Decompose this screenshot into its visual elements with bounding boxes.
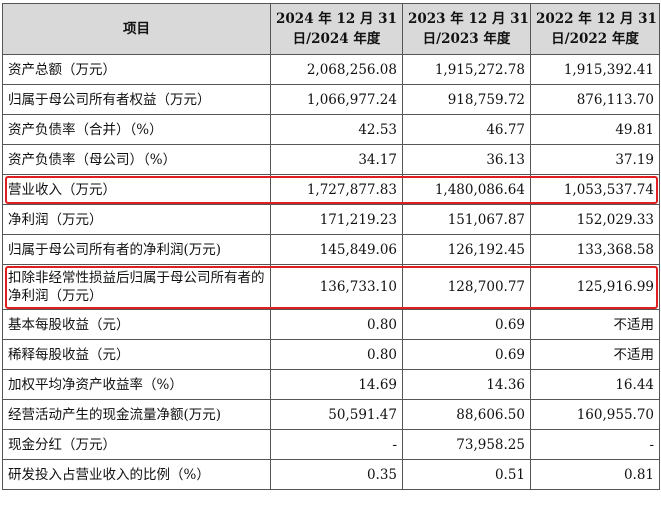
cell-2023: 1,915,272.78	[402, 54, 531, 85]
row-label: 研发投入占营业收入的比例（%）	[2, 459, 271, 490]
table-row-diluted-eps: 稀释每股收益（元） 0.80 0.69 不适用	[2, 339, 660, 370]
cell-2022: -	[530, 429, 660, 460]
header-2024-line2: 日/2024 年度	[292, 31, 381, 47]
row-label: 归属于母公司所有者权益（万元）	[2, 84, 271, 115]
row-label: 扣除非经常性损益后归属于母公司所有者的净利润（万元）	[2, 264, 271, 310]
table-row-adjusted-net-profit: 扣除非经常性损益后归属于母公司所有者的净利润（万元） 136,733.10 12…	[2, 264, 660, 310]
row-label: 资产负债率（母公司）（%）	[2, 144, 271, 175]
row-label: 归属于母公司所有者的净利润(万元)	[2, 234, 271, 265]
row-label: 资产总额（万元）	[2, 54, 271, 85]
row-label: 基本每股收益（元）	[2, 309, 271, 340]
cell-2023: 88,606.50	[402, 399, 531, 430]
cell-2024: 0.80	[270, 309, 403, 340]
row-label: 资产负债率（合并）（%）	[2, 114, 271, 145]
table-row-parent-net-profit: 归属于母公司所有者的净利润(万元) 145,849.06 126,192.45 …	[2, 234, 660, 265]
header-2024: 2024 年 12 月 31 日/2024 年度	[270, 3, 403, 55]
cell-2022: 1,915,392.41	[530, 54, 660, 85]
table-row-operating-cashflow: 经营活动产生的现金流量净额(万元) 50,591.47 88,606.50 16…	[2, 399, 660, 430]
cell-2022: 152,029.33	[530, 204, 660, 235]
cell-2023: 128,700.77	[402, 264, 531, 310]
row-label: 现金分红（万元）	[2, 429, 271, 460]
cell-2024: 1,066,977.24	[270, 84, 403, 115]
cell-2024: 50,591.47	[270, 399, 403, 430]
table-row-revenue: 营业收入（万元） 1,727,877.83 1,480,086.64 1,053…	[2, 174, 660, 205]
header-2024-line1: 2024 年 12 月 31	[276, 11, 397, 27]
cell-2022: 160,955.70	[530, 399, 660, 430]
table-row-debt-ratio-consolidated: 资产负债率（合并）（%） 42.53 46.77 49.81	[2, 114, 660, 145]
cell-2024: 0.80	[270, 339, 403, 370]
cell-2023: 73,958.25	[402, 429, 531, 460]
table-row-parent-equity: 归属于母公司所有者权益（万元） 1,066,977.24 918,759.72 …	[2, 84, 660, 115]
header-2022-line2: 日/2022 年度	[551, 31, 639, 47]
cell-2023: 0.51	[402, 459, 531, 490]
table-row-total-assets: 资产总额（万元） 2,068,256.08 1,915,272.78 1,915…	[2, 54, 660, 85]
row-label: 加权平均净资产收益率（%）	[2, 369, 271, 400]
row-label: 稀释每股收益（元）	[2, 339, 271, 370]
cell-2022: 0.81	[530, 459, 660, 490]
row-label: 经营活动产生的现金流量净额(万元)	[2, 399, 271, 430]
cell-2022: 不适用	[530, 339, 660, 370]
cell-2022: 37.19	[530, 144, 660, 175]
table-header: 项目 2024 年 12 月 31 日/2024 年度 2023 年 12 月 …	[2, 3, 660, 55]
cell-2022: 876,113.70	[530, 84, 660, 115]
cell-2024: 171,219.23	[270, 204, 403, 235]
header-item: 项目	[2, 3, 271, 55]
row-label: 营业收入（万元）	[2, 174, 271, 205]
cell-2022: 125,916.99	[530, 264, 660, 310]
header-2023: 2023 年 12 月 31 日/2023 年度	[402, 3, 531, 55]
cell-2024: 2,068,256.08	[270, 54, 403, 85]
cell-2024: 145,849.06	[270, 234, 403, 265]
cell-2023: 1,480,086.64	[402, 174, 531, 205]
cell-2024: 34.17	[270, 144, 403, 175]
header-row: 项目 2024 年 12 月 31 日/2024 年度 2023 年 12 月 …	[2, 3, 660, 55]
cell-2022: 不适用	[530, 309, 660, 340]
financial-summary-table: 项目 2024 年 12 月 31 日/2024 年度 2023 年 12 月 …	[2, 3, 660, 490]
row-label: 净利润（万元）	[2, 204, 271, 235]
header-item-label: 项目	[123, 21, 150, 37]
cell-2023: 918,759.72	[402, 84, 531, 115]
cell-2023: 151,067.87	[402, 204, 531, 235]
cell-2024: -	[270, 429, 403, 460]
cell-2023: 0.69	[402, 339, 531, 370]
cell-2024: 0.35	[270, 459, 403, 490]
cell-2023: 14.36	[402, 369, 531, 400]
header-2022-line1: 2022 年 12 月 31	[536, 11, 657, 27]
table-row-debt-ratio-parent: 资产负债率（母公司）（%） 34.17 36.13 37.19	[2, 144, 660, 175]
table-row-cash-dividend: 现金分红（万元） - 73,958.25 -	[2, 429, 660, 460]
cell-2024: 1,727,877.83	[270, 174, 403, 205]
table-row-rd-ratio: 研发投入占营业收入的比例（%） 0.35 0.51 0.81	[2, 459, 660, 490]
cell-2024: 136,733.10	[270, 264, 403, 310]
header-2023-line1: 2023 年 12 月 31	[408, 11, 529, 27]
header-2022: 2022 年 12 月 31 日/2022 年度	[530, 3, 660, 55]
table-row-basic-eps: 基本每股收益（元） 0.80 0.69 不适用	[2, 309, 660, 340]
table-row-net-profit: 净利润（万元） 171,219.23 151,067.87 152,029.33	[2, 204, 660, 235]
header-2023-line2: 日/2023 年度	[422, 31, 511, 47]
cell-2023: 126,192.45	[402, 234, 531, 265]
table-body: 资产总额（万元） 2,068,256.08 1,915,272.78 1,915…	[2, 54, 660, 490]
cell-2024: 42.53	[270, 114, 403, 145]
cell-2022: 133,368.58	[530, 234, 660, 265]
cell-2023: 46.77	[402, 114, 531, 145]
cell-2023: 0.69	[402, 309, 531, 340]
table-row-roe: 加权平均净资产收益率（%） 14.69 14.36 16.44	[2, 369, 660, 400]
cell-2024: 14.69	[270, 369, 403, 400]
cell-2023: 36.13	[402, 144, 531, 175]
cell-2022: 1,053,537.74	[530, 174, 660, 205]
cell-2022: 16.44	[530, 369, 660, 400]
cell-2022: 49.81	[530, 114, 660, 145]
